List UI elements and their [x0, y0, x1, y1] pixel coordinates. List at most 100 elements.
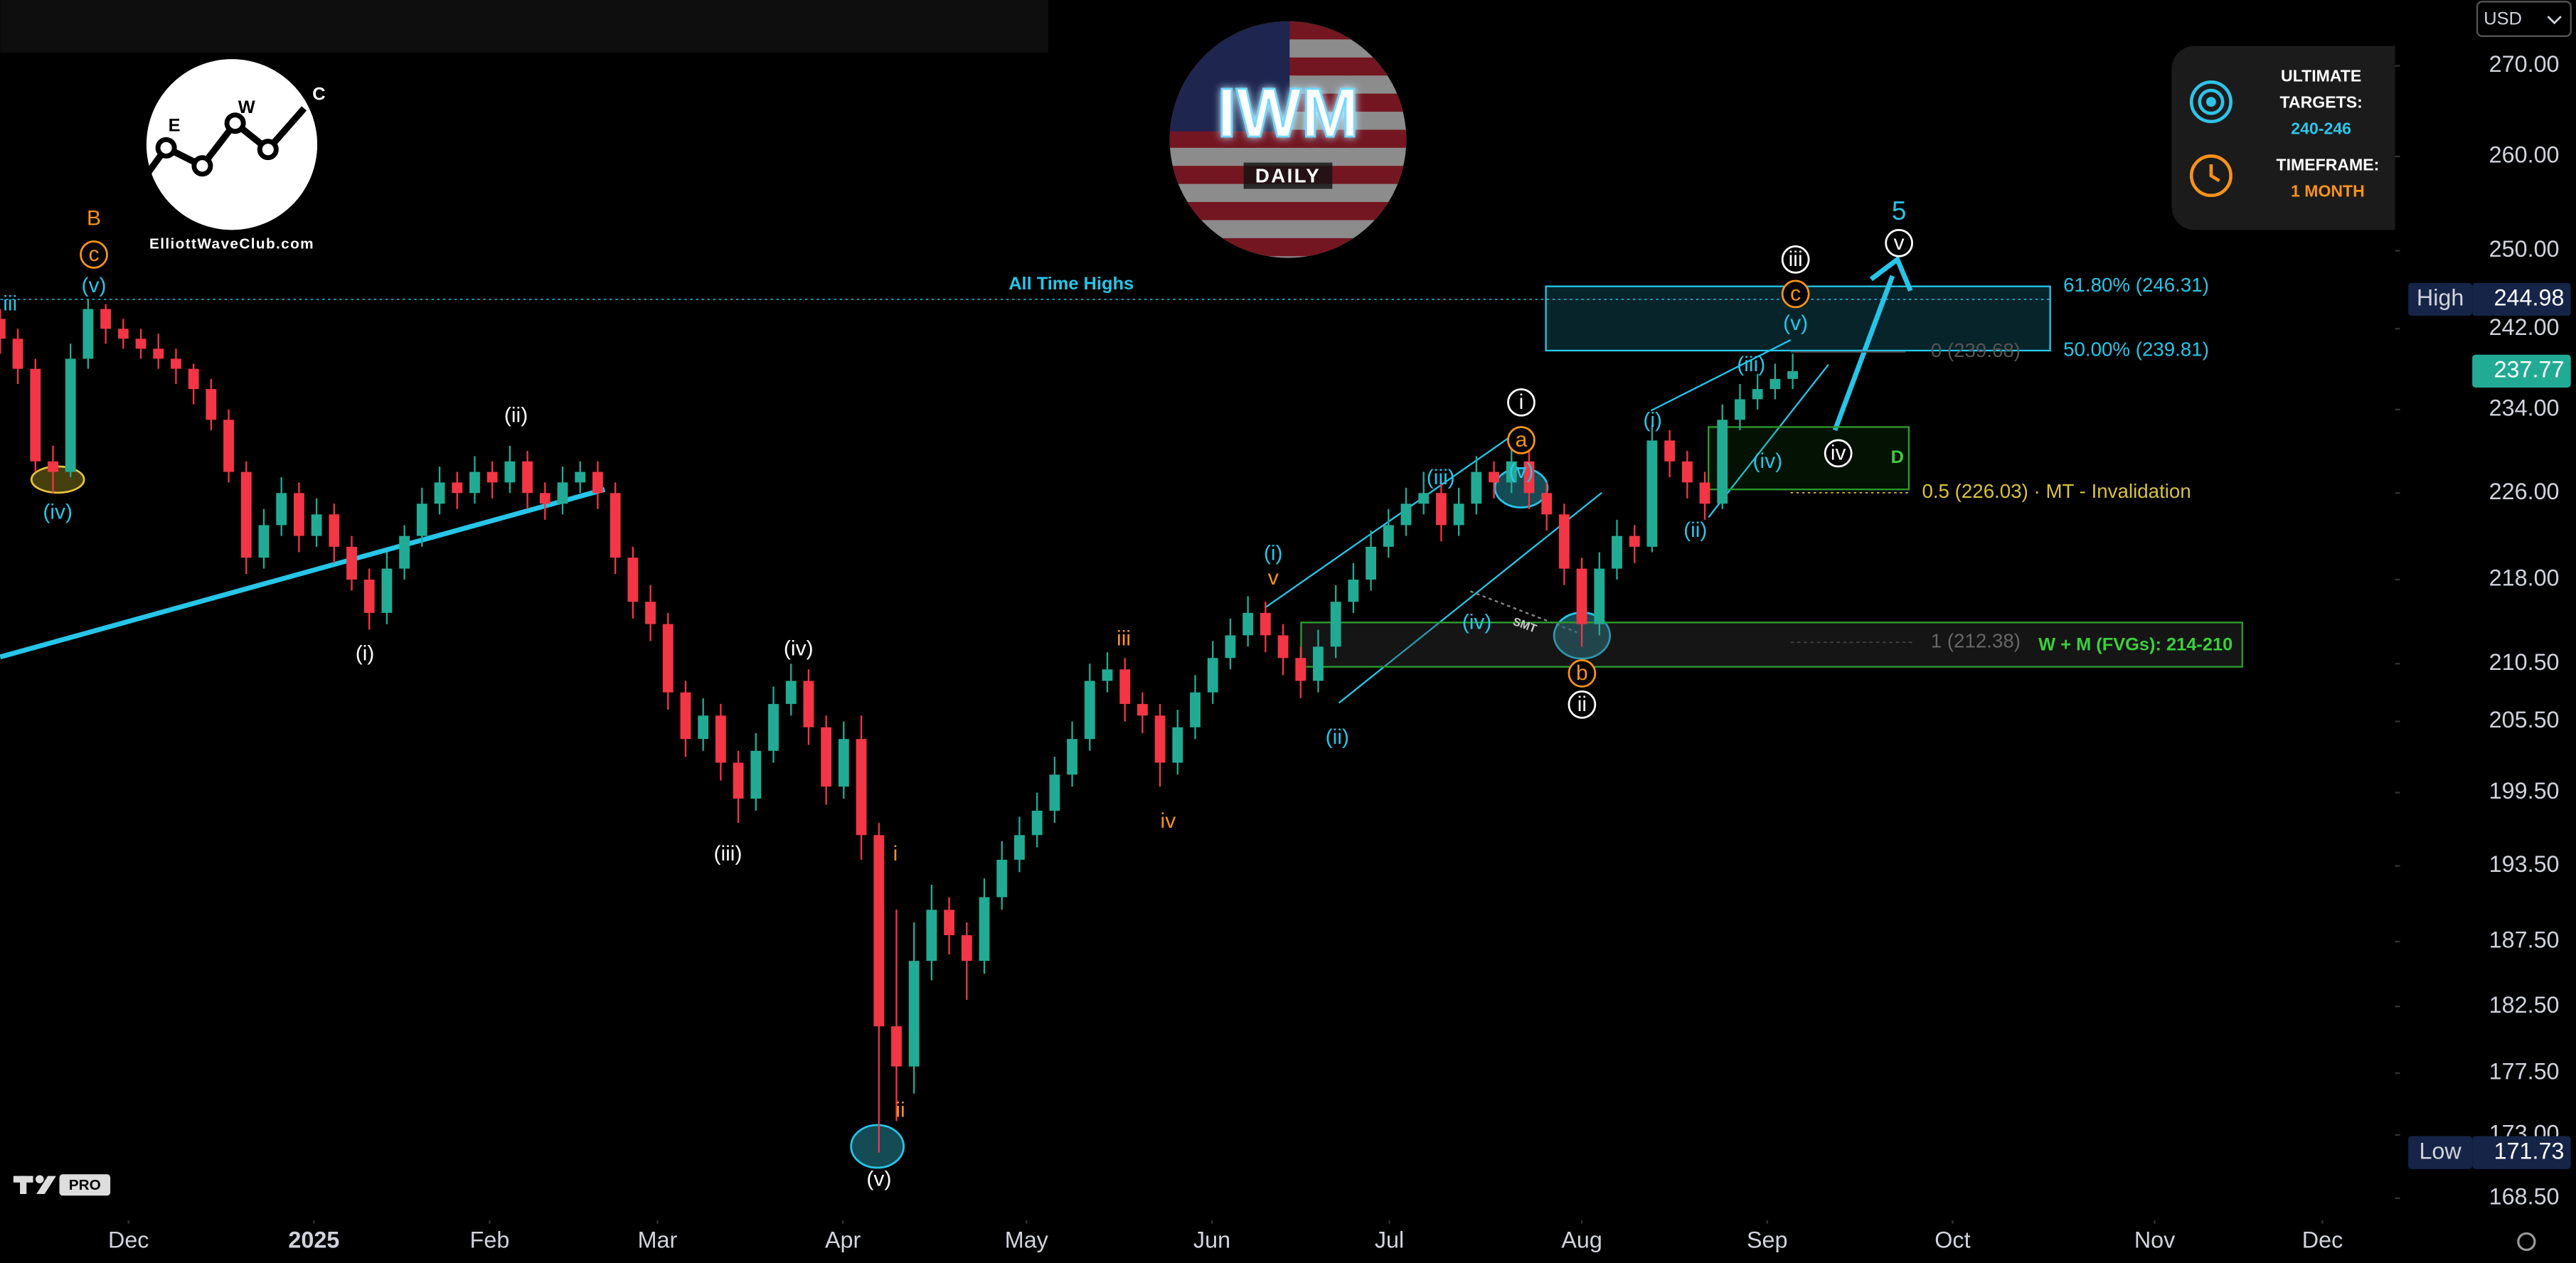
wave-label: (v)	[81, 274, 106, 297]
candle-body	[1154, 715, 1166, 763]
wave-label: (v)	[866, 1167, 891, 1190]
wave-label: (iv)	[1462, 610, 1492, 634]
y-tick-label: 250.00	[2489, 236, 2560, 262]
candle-body	[346, 546, 357, 580]
y-tick-label: 182.50	[2489, 992, 2560, 1018]
logo-dot	[191, 155, 213, 177]
logo-dot	[257, 139, 279, 161]
y-tick-label: 210.50	[2489, 649, 2560, 675]
candle-body	[100, 309, 112, 329]
candle-body	[504, 461, 516, 483]
candle-body	[575, 471, 586, 483]
candle-body	[117, 329, 129, 339]
wave-ring	[1507, 388, 1536, 417]
x-tick-label: Nov	[2134, 1227, 2176, 1253]
candle-body	[452, 482, 463, 494]
candle-body	[539, 493, 550, 504]
candle-body	[276, 493, 287, 526]
price-tag-label-bg	[2408, 282, 2473, 316]
candle-body	[1681, 461, 1693, 483]
candle-body	[1629, 535, 1640, 547]
candle-body	[240, 471, 252, 558]
candle-body	[1787, 371, 1799, 379]
candle-body	[1242, 612, 1254, 636]
candle-body	[1735, 399, 1745, 420]
candle-body	[1664, 440, 1676, 462]
candle-body	[522, 461, 533, 494]
candle-body	[1102, 669, 1113, 681]
candle-body	[1119, 669, 1131, 704]
wave-label: i	[1519, 390, 1524, 414]
fib-label: 61.80% (246.31)	[2063, 274, 2209, 296]
info-box: ULTIMATE TARGETS: 240-246 TIMEFRAME: 1 M…	[2171, 46, 2448, 230]
info-title: TARGETS:	[2280, 93, 2363, 112]
candle-body	[1541, 493, 1553, 515]
x-tick-label: Sep	[1747, 1227, 1788, 1253]
wave-label: a	[1516, 428, 1528, 452]
y-tick-label: 193.50	[2489, 851, 2560, 877]
candle-body	[1646, 440, 1658, 547]
candle-body	[680, 692, 691, 740]
price-tag-label: High	[2417, 285, 2464, 311]
tv-logo-part	[36, 1176, 56, 1195]
logo-letter: W	[238, 97, 255, 117]
candle-body	[258, 525, 270, 558]
price-tag-label: Low	[2419, 1138, 2461, 1163]
candle-body	[1769, 378, 1781, 390]
wave-ring	[1781, 245, 1810, 274]
candle-body	[838, 739, 849, 787]
candle-body	[821, 727, 832, 787]
badge: IWM DAILY	[1169, 21, 1407, 258]
candle-body	[1313, 646, 1324, 681]
price-tag-value: 244.98	[2494, 285, 2565, 311]
currency[interactable]: USD	[2484, 9, 2522, 28]
price-tag-value: 171.73	[2494, 1138, 2565, 1163]
candle-body	[1471, 471, 1482, 504]
wave-label: (v)	[1508, 459, 1533, 483]
candle-body	[856, 739, 867, 836]
logo: E W C ElliottWaveClub.com	[142, 59, 326, 252]
logo-site: ElliottWaveClub.com	[149, 236, 314, 252]
wave-label: v	[1894, 231, 1905, 255]
projection-arrow	[1869, 255, 1913, 292]
candle-body	[715, 715, 726, 763]
candle-body	[1067, 739, 1077, 775]
d-box	[1708, 426, 1910, 491]
tv-logo-part	[36, 1175, 44, 1183]
x-tick-label: Jun	[1193, 1227, 1230, 1253]
candle-body	[1523, 461, 1535, 494]
badge-stripe	[1169, 202, 1407, 220]
candle-body	[698, 715, 709, 740]
candle-body	[48, 461, 58, 472]
candle-body	[188, 368, 199, 390]
wave-label: v	[1268, 566, 1279, 590]
candle-body	[171, 358, 181, 369]
wave-label: (i)	[356, 641, 375, 665]
target-icon	[2189, 80, 2232, 124]
y-tick-label: 234.00	[2489, 395, 2560, 420]
currency-box[interactable]	[2476, 1, 2572, 37]
highlight	[850, 1124, 905, 1169]
x-tick-label: 2025	[288, 1227, 339, 1253]
candle-body	[944, 910, 955, 936]
wave-label: ii	[895, 1098, 905, 1121]
wave-label: (iii)	[1737, 353, 1765, 376]
candle-body	[926, 910, 937, 961]
candle-body	[399, 535, 410, 569]
candle-body	[135, 339, 147, 349]
candle-body	[873, 835, 885, 1027]
candle-body	[891, 1026, 902, 1067]
candle-body	[12, 339, 23, 369]
candle-body	[1400, 503, 1412, 526]
wave-ring	[1781, 279, 1810, 309]
wave-label: (ii)	[504, 403, 528, 427]
price-tag	[2472, 1136, 2571, 1169]
settings-icon[interactable]	[2517, 1232, 2536, 1252]
plot-area: All Time Highs 61.80% (246.31) 50.00% (239…	[0, 196, 2243, 1190]
logo-circle	[146, 59, 318, 230]
candle-body	[223, 420, 234, 472]
candle-body	[610, 493, 621, 558]
candle-body	[1172, 727, 1183, 763]
